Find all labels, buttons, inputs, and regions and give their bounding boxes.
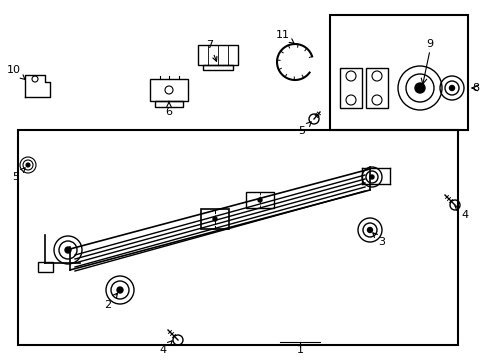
Bar (246, 192, 274, 208)
Text: 3: 3 (373, 233, 386, 247)
Bar (203, 65, 233, 70)
Text: 11: 11 (276, 30, 295, 44)
Bar (201, 209, 229, 229)
Circle shape (117, 287, 123, 293)
Text: 9: 9 (426, 39, 434, 49)
Text: 5: 5 (298, 122, 311, 136)
Text: 6: 6 (166, 102, 172, 117)
Text: 2: 2 (104, 293, 118, 310)
Circle shape (449, 86, 455, 90)
Text: 4: 4 (159, 341, 172, 355)
Bar (18, 130, 458, 345)
Bar (366, 68, 388, 108)
Circle shape (26, 163, 30, 167)
Circle shape (258, 198, 262, 202)
Bar (340, 68, 362, 108)
Circle shape (370, 175, 374, 179)
Text: 7: 7 (206, 40, 217, 61)
Text: 10: 10 (7, 65, 25, 80)
Text: 1: 1 (296, 345, 303, 355)
Bar (38, 262, 53, 272)
Bar (150, 79, 188, 101)
Circle shape (415, 83, 425, 93)
Bar (155, 101, 183, 107)
Circle shape (368, 228, 372, 233)
Text: 4: 4 (455, 206, 468, 220)
Bar (198, 45, 238, 65)
Bar (330, 15, 468, 130)
Text: 8: 8 (472, 83, 480, 93)
Text: 5: 5 (13, 168, 25, 182)
Circle shape (213, 217, 217, 221)
Circle shape (65, 247, 71, 253)
